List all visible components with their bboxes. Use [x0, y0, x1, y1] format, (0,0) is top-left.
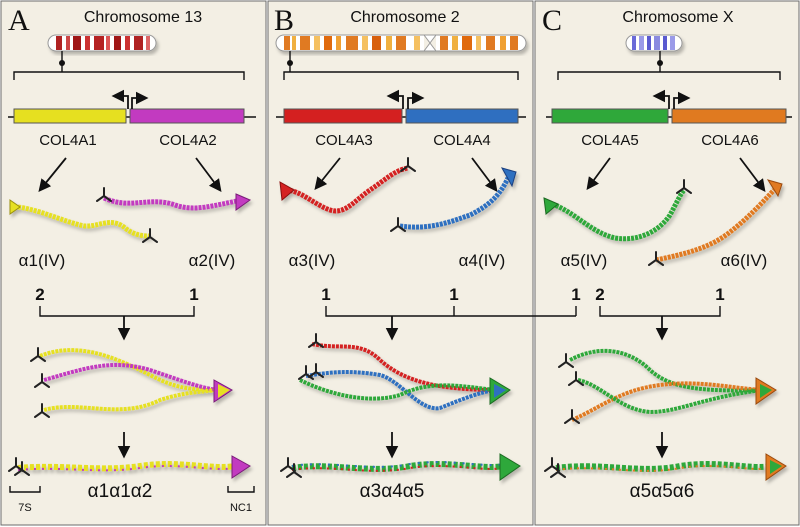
col4a5-gene-bar [551, 108, 669, 124]
col4a5-promoter-arrow [652, 89, 670, 109]
gene-label-col4a2: COL4A2 [159, 132, 217, 149]
col4a3-promoter-arrow [386, 89, 404, 109]
col4a4-gene-bar [405, 108, 519, 124]
panel-a: A Chromosome 13 COL4A1 COL4A2 [8, 4, 256, 514]
col4a2-gene-bar [129, 108, 245, 124]
protomer-label-a: α1α1α2 [88, 481, 153, 502]
chromosome-x-ideogram [625, 34, 683, 52]
col4a2-promoter-arrow [131, 91, 149, 109]
chain-label-alpha1: α1(IV) [19, 251, 66, 270]
chain-label-alpha5: α5(IV) [561, 251, 608, 270]
ratio-alpha4: 1 [449, 285, 458, 304]
panel-b: B Chromosome 2 [274, 4, 576, 502]
chromosome-2-ideogram [275, 34, 527, 52]
col4a6-promoter-arrow [673, 91, 691, 109]
protomer-label-c: α5α5α6 [630, 481, 695, 502]
panel-a-background [0, 0, 267, 526]
panel-c: C Chromosome X COL4A5 COL4A6 [542, 4, 792, 502]
panel-letter-a: A [8, 4, 30, 37]
gene-label-col4a1: COL4A1 [39, 132, 97, 149]
domain-label-nc1: NC1 [230, 502, 252, 514]
chromosome-13-title: Chromosome 13 [84, 9, 202, 26]
chain-label-alpha4: α4(IV) [459, 251, 506, 270]
chain-label-alpha3: α3(IV) [289, 251, 336, 270]
alpha1-chain [17, 204, 151, 239]
gene-label-col4a6: COL4A6 [701, 132, 759, 149]
domain-label-7s: 7S [18, 502, 31, 514]
alpha6-chain [655, 188, 776, 263]
ratio-alpha2: 1 [189, 285, 198, 304]
chain-label-alpha2: α2(IV) [189, 251, 236, 270]
ratio-alpha5-for-a5a5a6: 2 [595, 285, 604, 304]
ratio-alpha3: 1 [321, 285, 330, 304]
gene-label-col4a4: COL4A4 [433, 132, 491, 149]
ratio-alpha1: 2 [35, 285, 44, 304]
alpha2-chain [102, 195, 243, 211]
col4a6-gene-bar [671, 108, 787, 124]
chromosome-13-ideogram [47, 34, 157, 52]
alpha3-chain [285, 165, 409, 214]
panel-c-background [534, 0, 800, 526]
ratio-alpha6: 1 [715, 285, 724, 304]
panel-b-background [267, 0, 534, 526]
gene-label-col4a5: COL4A5 [581, 132, 639, 149]
col4a1-promoter-arrow [111, 89, 129, 109]
chain-label-alpha6: α6(IV) [721, 251, 768, 270]
gene-label-col4a3: COL4A3 [315, 132, 373, 149]
chromosome-x-title: Chromosome X [622, 9, 733, 26]
panel-letter-c: C [542, 4, 562, 37]
col4a4-promoter-arrow [407, 91, 425, 109]
col4a1-gene-bar [13, 108, 127, 124]
chromosome-2-title: Chromosome 2 [350, 9, 459, 26]
protomer-label-b: α3α4α5 [360, 481, 425, 502]
alpha5-chain [551, 188, 686, 242]
col4a3-gene-bar [283, 108, 403, 124]
ratio-alpha5-for-a3a4a5: 1 [571, 285, 580, 304]
alpha4-chain [399, 176, 511, 230]
panel-letter-b: B [274, 4, 294, 37]
